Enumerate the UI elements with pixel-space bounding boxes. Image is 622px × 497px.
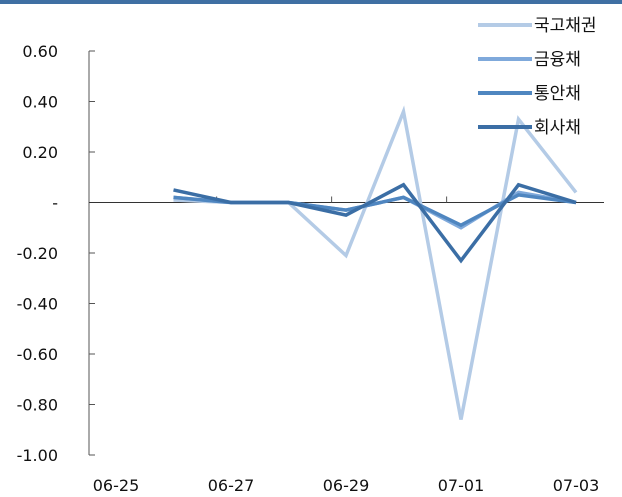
legend-label: 통안채 <box>534 84 581 104</box>
legend-label: 금융채 <box>534 50 581 70</box>
y-tick-label: 0.40 <box>22 93 58 112</box>
legend-item: 금융채 <box>478 50 581 70</box>
series-line-4 <box>173 182 577 264</box>
top-border <box>0 0 622 4</box>
series-line-1 <box>173 105 578 420</box>
legend-label: 국고채권 <box>534 16 597 36</box>
x-tick-label: 07-01 <box>438 476 485 495</box>
series-lines <box>173 105 578 420</box>
legend-item: 통안채 <box>478 84 581 104</box>
y-tick-label: -1.00 <box>17 446 58 465</box>
x-tick-label: 06-25 <box>93 476 140 495</box>
x-tick-label: 06-27 <box>208 476 255 495</box>
legend-item: 국고채권 <box>478 16 597 36</box>
x-tick-label: 07-03 <box>553 476 600 495</box>
y-tick-label: -0.40 <box>17 295 58 314</box>
y-tick-label: - <box>52 194 58 213</box>
legend-label: 회사채 <box>534 118 581 138</box>
y-tick-label: -0.20 <box>17 244 58 263</box>
x-tick-label: 06-29 <box>323 476 370 495</box>
y-tick-label: -0.80 <box>17 396 58 415</box>
axes: 0.60 0.40 0.20 - -0.20 -0.40 -0.60 -0.80 -1.00 06… <box>17 42 604 495</box>
y-tick-label: 0.60 <box>22 42 58 61</box>
legend-item: 회사채 <box>478 118 581 138</box>
y-tick-label: 0.20 <box>22 143 58 162</box>
y-tick-label: -0.60 <box>17 345 58 364</box>
